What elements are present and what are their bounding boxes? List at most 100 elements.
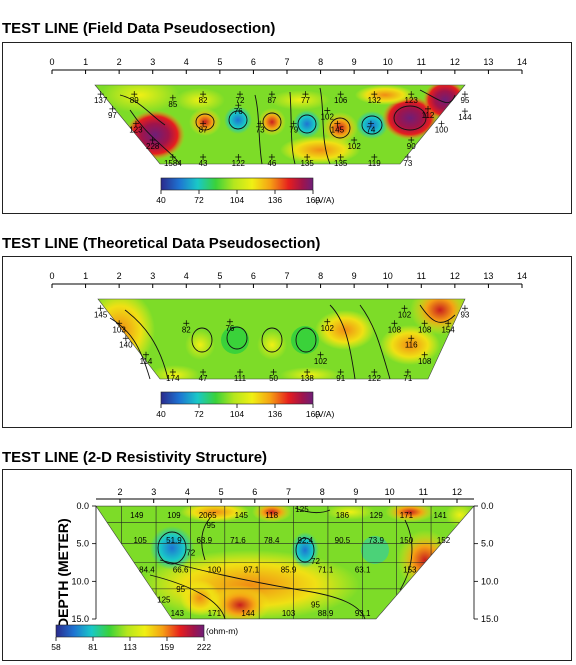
field-data-point-marker (367, 120, 374, 127)
field-value-label: 73 (403, 159, 412, 168)
theory-colorbar-label: 136 (268, 409, 282, 419)
structure-value-label: 66.6 (173, 565, 189, 574)
theory-data-point-marker (116, 320, 123, 327)
field-data-point-marker (351, 136, 358, 143)
field-data-point-marker (438, 120, 445, 127)
theory-contour-lines (109, 304, 456, 380)
field-data-point-marker (302, 91, 309, 98)
structure-depth-tick-label: 5.0 (481, 539, 494, 549)
field-value-label: 87 (267, 96, 276, 105)
theory-x-tick-label: 2 (117, 271, 122, 281)
structure-value-label: 186 (336, 511, 350, 520)
field-data-point-marker (337, 91, 344, 98)
structure-value-label: 71.1 (318, 565, 334, 574)
theory-value-label: 76 (225, 324, 234, 333)
field-value-label: 76 (234, 107, 243, 116)
field-data-point-marker (200, 120, 207, 127)
field-data-point-marker (235, 102, 242, 109)
structure-colorbar-unit: (ohm-m) (206, 626, 238, 636)
theory-value-label: 91 (336, 374, 345, 383)
structure-value-label: 149 (130, 511, 144, 520)
field-value-label: 119 (368, 159, 381, 168)
structure-value-label: 95 (176, 585, 185, 594)
theory-x-tick-label: 12 (450, 271, 460, 281)
structure-value-label: 84.4 (139, 565, 155, 574)
theory-section-outline (97, 298, 466, 380)
theory-data-point-marker (421, 320, 428, 327)
theory-data-point-marker (391, 320, 398, 327)
structure-value-label: 95 (207, 521, 216, 530)
field-value-label: 46 (267, 159, 276, 168)
field-value-label: 102 (347, 142, 361, 151)
structure-x-tick-label: 9 (353, 487, 358, 497)
field-value-label: 82 (199, 96, 208, 105)
theory-x-tick-label: 0 (49, 271, 54, 281)
structure-colorbar-label: 81 (88, 642, 98, 652)
field-data-point-marker (334, 120, 341, 127)
field-data-point-marker (132, 120, 139, 127)
structure-value-label: 73.9 (368, 536, 384, 545)
field-value-label: 145 (331, 126, 345, 135)
field-colorbar (160, 177, 314, 191)
field-data-point-marker (131, 91, 138, 98)
theory-value-label: 102 (321, 324, 335, 333)
field-x-tick-label: 2 (117, 57, 122, 67)
field-colorbar-label: 104 (230, 195, 244, 205)
field-value-label: 77 (301, 96, 310, 105)
field-colorbar-label: 72 (194, 195, 204, 205)
structure-value-label: 93.1 (355, 609, 371, 618)
field-x-tick-label: 11 (417, 57, 426, 67)
structure-x-tick-label: 8 (320, 487, 325, 497)
structure-panel-title: TEST LINE (2-D Resistivity Structure) (2, 449, 268, 466)
field-value-label: 123 (129, 126, 143, 135)
field-x-tick-label: 13 (483, 57, 493, 67)
structure-colorbar-label: 222 (197, 642, 211, 652)
structure-colorbar-label: 58 (51, 642, 61, 652)
structure-value-label: 100 (208, 565, 222, 574)
field-value-label: 135 (300, 159, 314, 168)
structure-depth-tick-label: 15.0 (481, 614, 499, 624)
field-x-tick-label: 5 (217, 57, 222, 67)
theory-data-point-marker (226, 318, 233, 325)
field-axis: 0 1 2 3 4 5 6 7 8 9 10 11 12 13 14 (49, 57, 527, 74)
structure-value-label: 171 (400, 511, 414, 520)
structure-depth-axes: 0.0 5.0 10.0 15.0 0.0 5.0 10.0 15.0 (71, 501, 498, 624)
field-value-label: 106 (334, 96, 348, 105)
theory-colorbar-unit: (V/A) (315, 409, 335, 419)
structure-value-label: 90.5 (335, 536, 351, 545)
structure-axis: 2 3 4 5 6 7 8 9 10 11 12 (96, 487, 474, 503)
structure-depth-tick-label: 0.0 (481, 501, 494, 511)
theory-value-label: 82 (182, 325, 191, 334)
structure-value-label: 145 (235, 511, 249, 520)
structure-value-label: 105 (134, 536, 148, 545)
field-panel-title: TEST LINE (Field Data Pseudosection) (2, 20, 276, 37)
structure-x-tick-label: 12 (452, 487, 462, 497)
theory-value-label: 47 (199, 374, 208, 383)
structure-value-label: 63.9 (196, 536, 212, 545)
theory-value-label: 174 (166, 374, 180, 383)
theory-data-point-marker (200, 369, 207, 375)
structure-x-tick-label: 5 (219, 487, 224, 497)
theory-value-label: 116 (405, 340, 418, 349)
field-x-tick-label: 8 (318, 57, 323, 67)
theory-x-tick-label: 3 (150, 271, 155, 281)
field-colorbar-unit: (V/A) (315, 195, 335, 205)
theory-x-tick-label: 6 (251, 271, 256, 281)
theory-value-label: 114 (140, 357, 153, 366)
field-value-label: 137 (94, 96, 108, 105)
field-data-point-marker (149, 136, 156, 143)
structure-section-outline (95, 505, 475, 620)
structure-depth-tick-label: 15.0 (71, 614, 89, 624)
theory-value-label: 154 (441, 325, 455, 334)
theory-value-label: 93 (460, 310, 469, 319)
field-value-label: 123 (405, 96, 419, 105)
theory-data-point-marker (404, 369, 411, 375)
field-x-tick-label: 0 (49, 57, 54, 67)
field-data-point-marker (324, 107, 331, 114)
field-data-point-marker (337, 154, 344, 160)
structure-value-label: 97.1 (244, 565, 260, 574)
field-data-point-marker (200, 154, 207, 160)
structure-value-label: 103 (282, 609, 296, 618)
field-x-tick-label: 9 (352, 57, 357, 67)
